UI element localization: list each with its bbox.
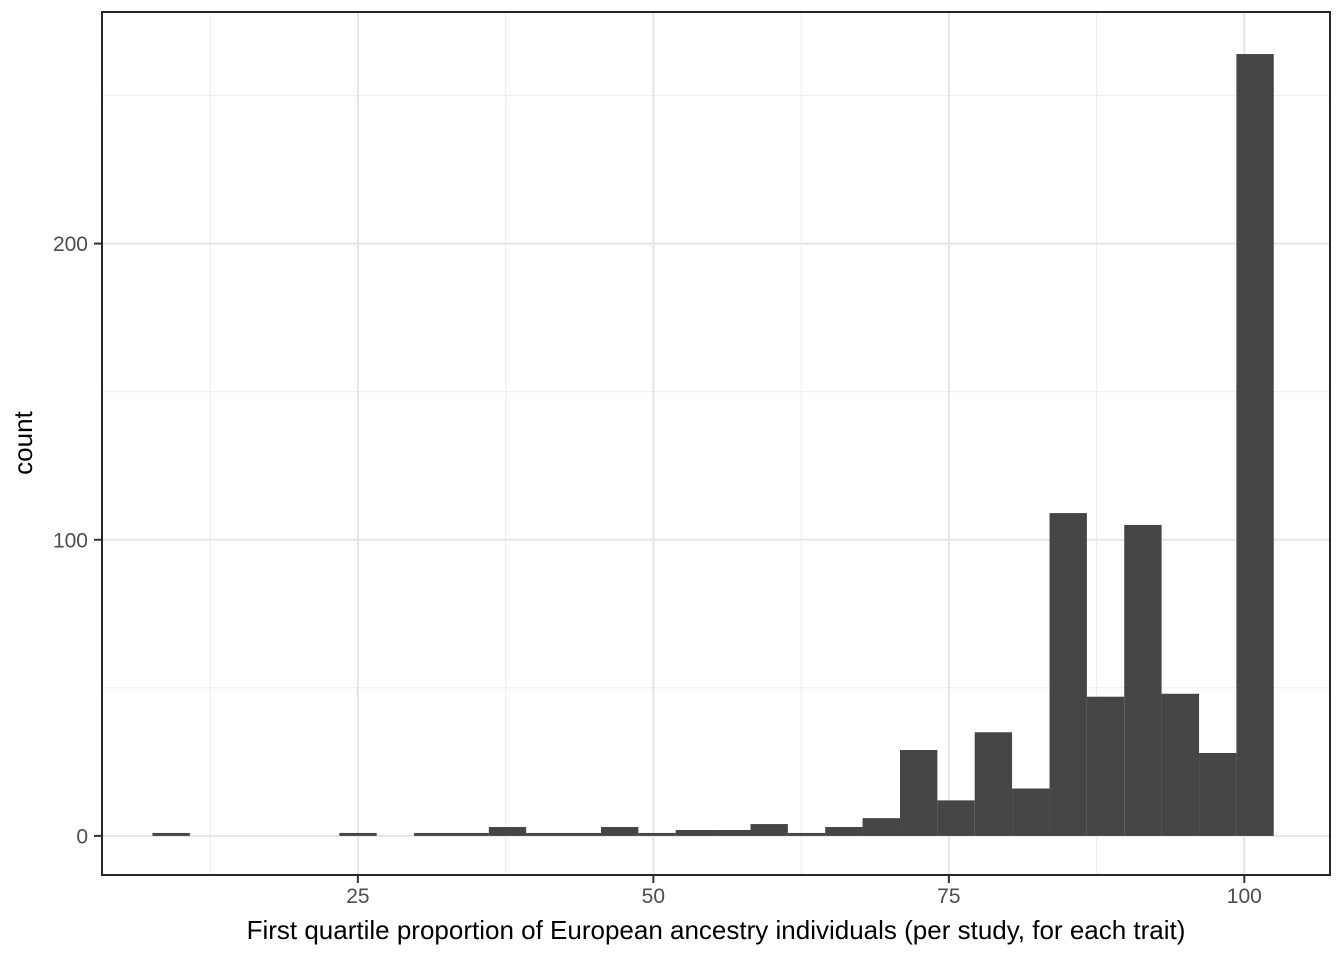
histogram-bar <box>787 832 826 836</box>
histogram-bar <box>750 824 788 836</box>
histogram-bar <box>638 832 676 836</box>
y-tick-label: 200 <box>53 233 88 256</box>
histogram-bar <box>1161 693 1200 836</box>
histogram-bar <box>488 827 527 836</box>
histogram-bar <box>414 832 452 836</box>
x-tick-label: 75 <box>937 885 960 908</box>
histogram-bar <box>713 829 751 836</box>
histogram-bar <box>937 800 975 836</box>
histogram-bar <box>1124 524 1162 836</box>
y-tick-label: 100 <box>53 529 88 552</box>
histogram-bar <box>1049 513 1087 836</box>
y-tick-label: 0 <box>76 825 88 848</box>
histogram-bar <box>152 832 190 836</box>
histogram-bar <box>563 832 602 836</box>
histogram-bar <box>675 829 714 836</box>
histogram-bar <box>862 818 901 836</box>
x-tick-label: 25 <box>346 885 369 908</box>
histogram-bar <box>601 827 639 836</box>
x-tick-label: 100 <box>1227 885 1262 908</box>
histogram-bar <box>1012 788 1050 836</box>
x-axis-title: First quartile proportion of European an… <box>246 915 1186 945</box>
histogram-bar <box>451 832 489 836</box>
histogram-bar <box>900 750 938 836</box>
panel-border <box>101 11 1331 876</box>
histogram-bar <box>1236 54 1274 836</box>
histogram-bar <box>1086 696 1125 836</box>
histogram-bar <box>974 732 1013 836</box>
histogram-bar <box>526 832 564 836</box>
histogram-bar <box>339 832 377 836</box>
x-tick-label: 50 <box>642 885 665 908</box>
histogram-bar <box>825 827 863 836</box>
y-axis-title: count <box>8 411 38 475</box>
histogram-bar <box>1199 752 1237 836</box>
